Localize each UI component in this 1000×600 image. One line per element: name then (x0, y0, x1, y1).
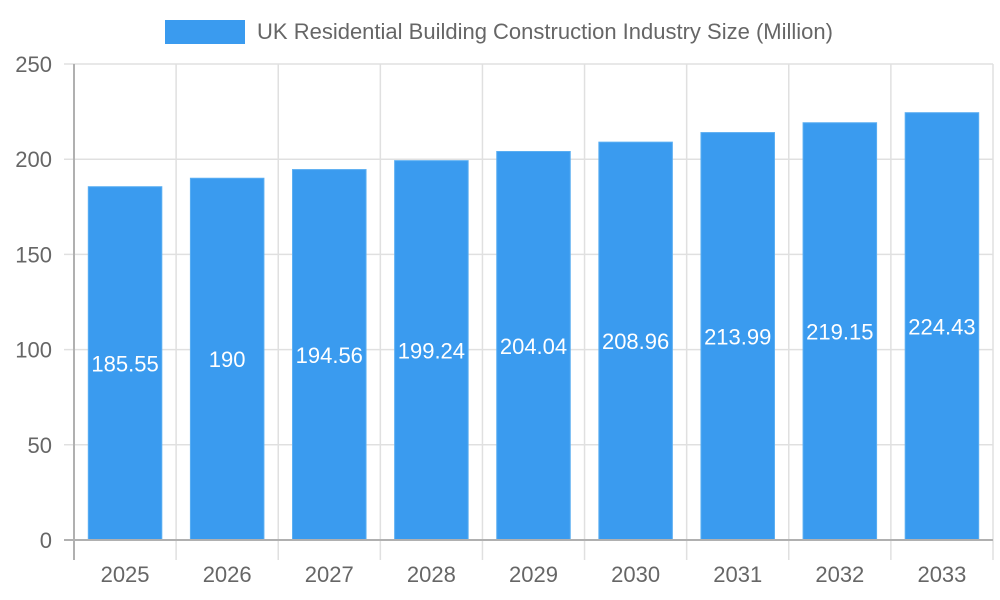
x-tick-label: 2033 (917, 562, 966, 587)
bar-2027[interactable] (292, 169, 367, 541)
chart-legend: UK Residential Building Construction Ind… (0, 18, 1000, 46)
bar-value-label: 194.56 (296, 343, 363, 368)
x-tick-label: 2028 (407, 562, 456, 587)
x-tick-label: 2029 (509, 562, 558, 587)
bar-2031[interactable] (700, 132, 775, 541)
bar-value-label: 199.24 (398, 338, 465, 363)
x-tick-label: 2026 (203, 562, 252, 587)
bar-2032[interactable] (802, 122, 878, 541)
x-tick-label: 2030 (611, 562, 660, 587)
legend-swatch[interactable] (165, 20, 246, 44)
y-tick-label: 250 (15, 52, 52, 77)
x-tick-label: 2031 (713, 562, 762, 587)
bar-value-label: 185.55 (91, 351, 158, 376)
y-tick-label: 200 (15, 147, 52, 172)
bar-value-label: 208.96 (602, 329, 669, 354)
bar-value-label: 204.04 (500, 334, 567, 359)
bar-value-label: 213.99 (704, 324, 771, 349)
bar-2033[interactable] (904, 112, 980, 541)
legend-label: UK Residential Building Construction Ind… (257, 19, 833, 44)
bar-value-label: 224.43 (908, 314, 975, 339)
y-tick-label: 150 (15, 242, 52, 267)
bar-value-label: 219.15 (806, 319, 873, 344)
x-tick-label: 2027 (305, 562, 354, 587)
y-tick-label: 100 (15, 338, 52, 363)
bar-2028[interactable] (394, 160, 469, 541)
bar-2029[interactable] (496, 151, 571, 541)
y-tick-label: 50 (28, 433, 52, 458)
x-tick-label: 2025 (101, 562, 150, 587)
bar-value-label: 190 (209, 347, 246, 372)
y-tick-label: 0 (40, 528, 52, 553)
x-tick-label: 2032 (815, 562, 864, 587)
bar-2030[interactable] (598, 141, 673, 541)
